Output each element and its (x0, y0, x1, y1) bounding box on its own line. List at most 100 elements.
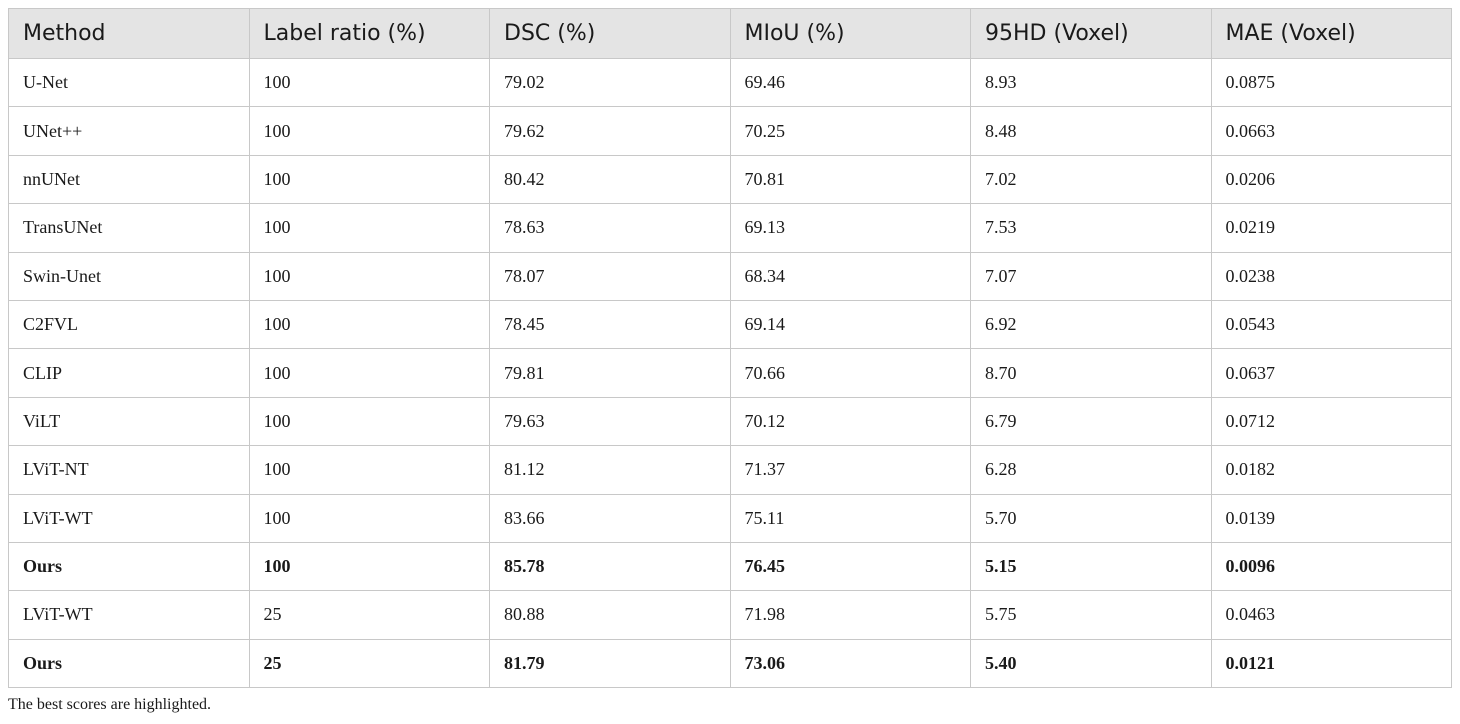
table-row: Ours 25 81.79 73.06 5.40 0.0121 (8, 638, 1452, 689)
table-cell: 78.07 (489, 251, 731, 301)
table-cell: 0.0139 (1210, 493, 1452, 543)
table-cell: 5.15 (970, 541, 1212, 592)
table-cell: 83.66 (489, 493, 731, 543)
table-row: CLIP 100 79.81 70.66 8.70 0.0637 (8, 348, 1452, 398)
table-cell: 80.88 (489, 590, 731, 640)
table-cell: 79.81 (489, 348, 731, 398)
table-cell: 8.93 (970, 57, 1212, 108)
table-cell: 0.0663 (1210, 106, 1452, 156)
table-cell: 7.02 (970, 154, 1212, 205)
table-cell: 78.63 (489, 203, 731, 253)
table-row: Ours 100 85.78 76.45 5.15 0.0096 (8, 541, 1452, 592)
table-cell: 70.12 (729, 396, 971, 447)
table-cell: 78.45 (489, 299, 731, 350)
table-cell: 100 (248, 445, 490, 495)
table-cell: 25 (248, 590, 490, 640)
table-cell: 100 (248, 251, 490, 301)
table-cell: 79.62 (489, 106, 731, 156)
table-body: U-Net 100 79.02 69.46 8.93 0.0875 UNet++ 100 79.… (8, 57, 1452, 689)
table-row: LViT-WT 100 83.66 75.11 5.70 0.0139 (8, 493, 1452, 543)
table-cell: 5.40 (970, 638, 1212, 689)
table-cell: 70.66 (729, 348, 971, 398)
table-cell: 5.75 (970, 590, 1212, 640)
table-cell: 25 (248, 638, 490, 689)
table-cell: LViT-WT (8, 590, 250, 640)
table-cell: 8.70 (970, 348, 1212, 398)
header-cell: MIoU (%) (729, 8, 971, 59)
table-row: TransUNet 100 78.63 69.13 7.53 0.0219 (8, 203, 1452, 253)
table-cell: 100 (248, 348, 490, 398)
table-cell: 7.07 (970, 251, 1212, 301)
table-cell: 70.81 (729, 154, 971, 205)
table-cell: 0.0712 (1210, 396, 1452, 447)
table-cell: 100 (248, 299, 490, 350)
table-cell: 100 (248, 203, 490, 253)
table-cell: 0.0463 (1210, 590, 1452, 640)
table-cell: 76.45 (729, 541, 971, 592)
table-cell: 0.0182 (1210, 445, 1452, 495)
table-head: Method Label ratio (%) DSC (%) MIoU (%) 95HD… (8, 8, 1452, 59)
table-cell: LViT-NT (8, 445, 250, 495)
table-cell: 100 (248, 396, 490, 447)
table-cell: C2FVL (8, 299, 250, 350)
table-cell: 81.12 (489, 445, 731, 495)
table-cell: 100 (248, 493, 490, 543)
table-cell: 7.53 (970, 203, 1212, 253)
table-cell: ViLT (8, 396, 250, 447)
table-row: nnUNet 100 80.42 70.81 7.02 0.0206 (8, 154, 1452, 205)
table-cell: LViT-WT (8, 493, 250, 543)
table-container: Method Label ratio (%) DSC (%) MIoU (%) 95HD… (8, 8, 1452, 689)
table-cell: 70.25 (729, 106, 971, 156)
table-cell: 0.0875 (1210, 57, 1452, 108)
table-cell: 5.70 (970, 493, 1212, 543)
table-cell: 6.28 (970, 445, 1212, 495)
table-cell: 100 (248, 106, 490, 156)
table-cell: 0.0543 (1210, 299, 1452, 350)
table-row: ViLT 100 79.63 70.12 6.79 0.0712 (8, 396, 1452, 447)
table-cell: 71.37 (729, 445, 971, 495)
results-table: Method Label ratio (%) DSC (%) MIoU (%) 95HD… (8, 8, 1452, 689)
table-cell: 100 (248, 57, 490, 108)
table-cell: TransUNet (8, 203, 250, 253)
header-cell: DSC (%) (489, 8, 731, 59)
table-row: LViT-WT 25 80.88 71.98 5.75 0.0463 (8, 590, 1452, 640)
table-cell: 6.79 (970, 396, 1212, 447)
table-cell: UNet++ (8, 106, 250, 156)
table-cell: nnUNet (8, 154, 250, 205)
header-cell: Method (8, 8, 250, 59)
table-cell: 8.48 (970, 106, 1212, 156)
header-cell: Label ratio (%) (248, 8, 490, 59)
table-row: C2FVL 100 78.45 69.14 6.92 0.0543 (8, 299, 1452, 350)
table-cell: 81.79 (489, 638, 731, 689)
table-cell: Swin-Unet (8, 251, 250, 301)
table-row: UNet++ 100 79.62 70.25 8.48 0.0663 (8, 106, 1452, 156)
table-cell: 100 (248, 154, 490, 205)
table-cell: 0.0219 (1210, 203, 1452, 253)
table-cell: 0.0238 (1210, 251, 1452, 301)
table-cell: 0.0121 (1210, 638, 1452, 689)
footnote: The best scores are highlighted. (8, 696, 212, 713)
table-cell: 75.11 (729, 493, 971, 543)
table-cell: 85.78 (489, 541, 731, 592)
table-cell: 69.46 (729, 57, 971, 108)
table-cell: 68.34 (729, 251, 971, 301)
table-cell: Ours (8, 638, 250, 689)
table-cell: Ours (8, 541, 250, 592)
table-cell: 79.02 (489, 57, 731, 108)
table-row: LViT-NT 100 81.12 71.37 6.28 0.0182 (8, 445, 1452, 495)
table-cell: 69.14 (729, 299, 971, 350)
table-cell: 6.92 (970, 299, 1212, 350)
table-cell: 80.42 (489, 154, 731, 205)
table-cell: CLIP (8, 348, 250, 398)
table-cell: 71.98 (729, 590, 971, 640)
table-cell: 0.0096 (1210, 541, 1452, 592)
header-row: Method Label ratio (%) DSC (%) MIoU (%) 95HD… (8, 8, 1452, 59)
table-cell: 0.0206 (1210, 154, 1452, 205)
table-cell: U-Net (8, 57, 250, 108)
table-cell: 69.13 (729, 203, 971, 253)
table-cell: 73.06 (729, 638, 971, 689)
table-row: U-Net 100 79.02 69.46 8.93 0.0875 (8, 57, 1452, 108)
table-cell: 79.63 (489, 396, 731, 447)
header-cell: MAE (Voxel) (1210, 8, 1452, 59)
